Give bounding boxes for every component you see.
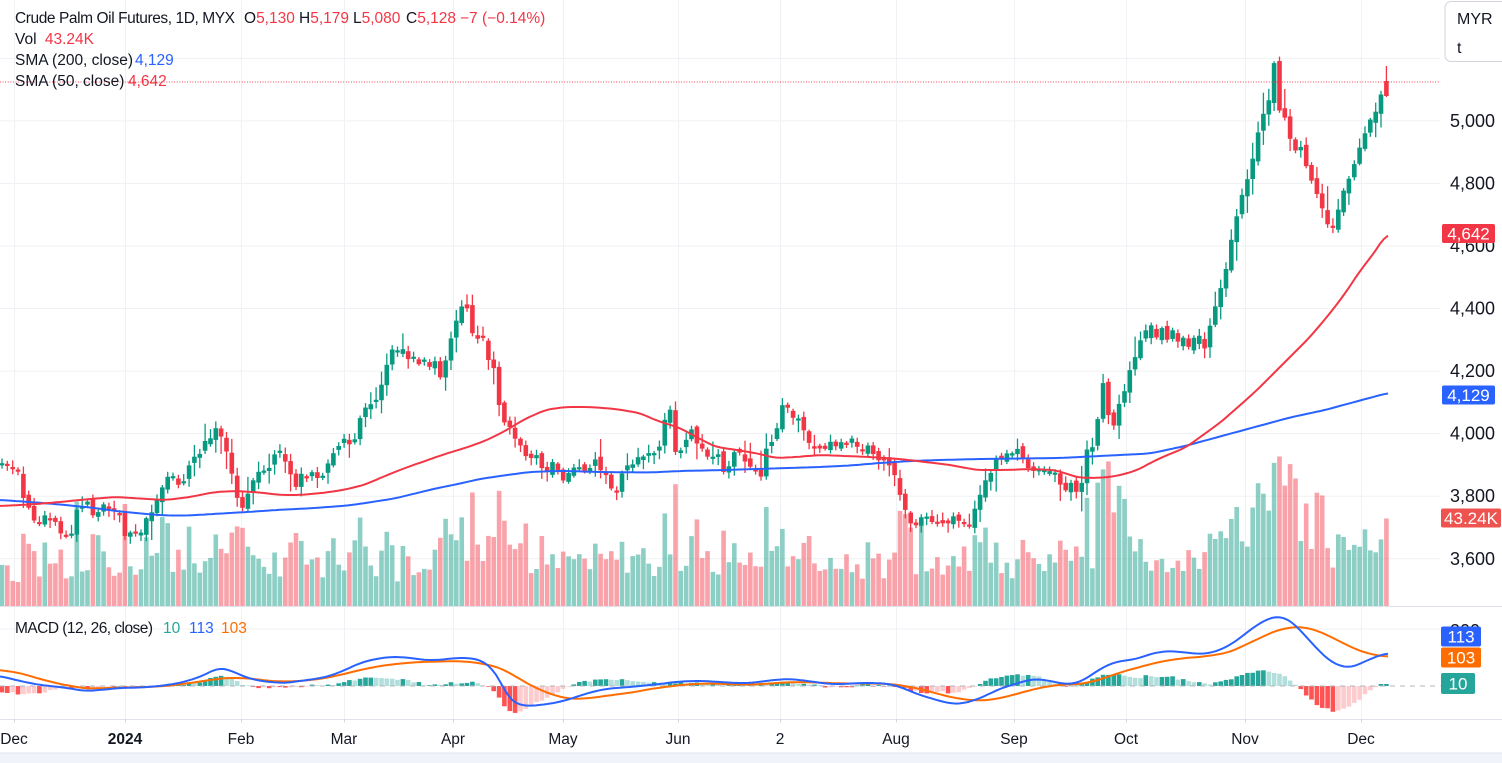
svg-text:113: 113 [1447, 628, 1474, 647]
svg-text:Crude Palm Oil Futures, 1D, MY: Crude Palm Oil Futures, 1D, MYX [15, 10, 236, 27]
svg-text:3,800: 3,800 [1450, 486, 1495, 506]
svg-text:Vol 43.24K: Vol 43.24K [15, 31, 95, 48]
svg-text:Dec: Dec [0, 731, 28, 748]
svg-text:t: t [1457, 40, 1462, 57]
svg-text:4,129: 4,129 [135, 52, 174, 69]
svg-text:C5,128: C5,128 [406, 10, 456, 27]
svg-text:SMA (200, close): SMA (200, close) [15, 52, 133, 69]
svg-text:4,642: 4,642 [1447, 225, 1490, 244]
svg-text:SMA (50, close): SMA (50, close) [15, 73, 124, 90]
svg-text:Mar: Mar [331, 731, 358, 748]
svg-text:May: May [548, 731, 578, 748]
svg-text:O5,130: O5,130 [244, 10, 295, 27]
svg-text:Jun: Jun [666, 731, 691, 748]
svg-text:43.24K: 43.24K [1444, 509, 1499, 528]
svg-text:4,800: 4,800 [1450, 173, 1495, 193]
svg-text:113: 113 [189, 620, 214, 637]
svg-text:Apr: Apr [441, 731, 465, 748]
svg-text:3,600: 3,600 [1450, 549, 1495, 569]
svg-text:Nov: Nov [1231, 731, 1259, 748]
svg-text:4,200: 4,200 [1450, 361, 1495, 381]
svg-text:2: 2 [776, 731, 785, 748]
svg-text:4,129: 4,129 [1447, 386, 1490, 405]
svg-text:Dec: Dec [1347, 731, 1375, 748]
svg-text:−7 (−0.14%): −7 (−0.14%) [460, 10, 545, 27]
svg-text:5,000: 5,000 [1450, 111, 1495, 131]
svg-text:MYR: MYR [1457, 11, 1493, 28]
svg-text:Sep: Sep [1000, 731, 1028, 748]
svg-text:4,400: 4,400 [1450, 299, 1495, 319]
svg-text:H5,179: H5,179 [299, 10, 349, 27]
svg-text:Oct: Oct [1114, 731, 1139, 748]
svg-text:L5,080: L5,080 [353, 10, 401, 27]
svg-text:Feb: Feb [228, 731, 255, 748]
svg-text:10: 10 [1449, 675, 1468, 694]
svg-text:4,642: 4,642 [128, 73, 167, 90]
svg-text:10: 10 [163, 620, 181, 637]
svg-text:MACD (12, 26, close): MACD (12, 26, close) [15, 620, 153, 637]
svg-text:Aug: Aug [882, 731, 910, 748]
svg-text:2024: 2024 [108, 731, 143, 748]
svg-text:4,000: 4,000 [1450, 424, 1495, 444]
svg-text:103: 103 [221, 620, 247, 637]
svg-text:103: 103 [1447, 649, 1475, 668]
